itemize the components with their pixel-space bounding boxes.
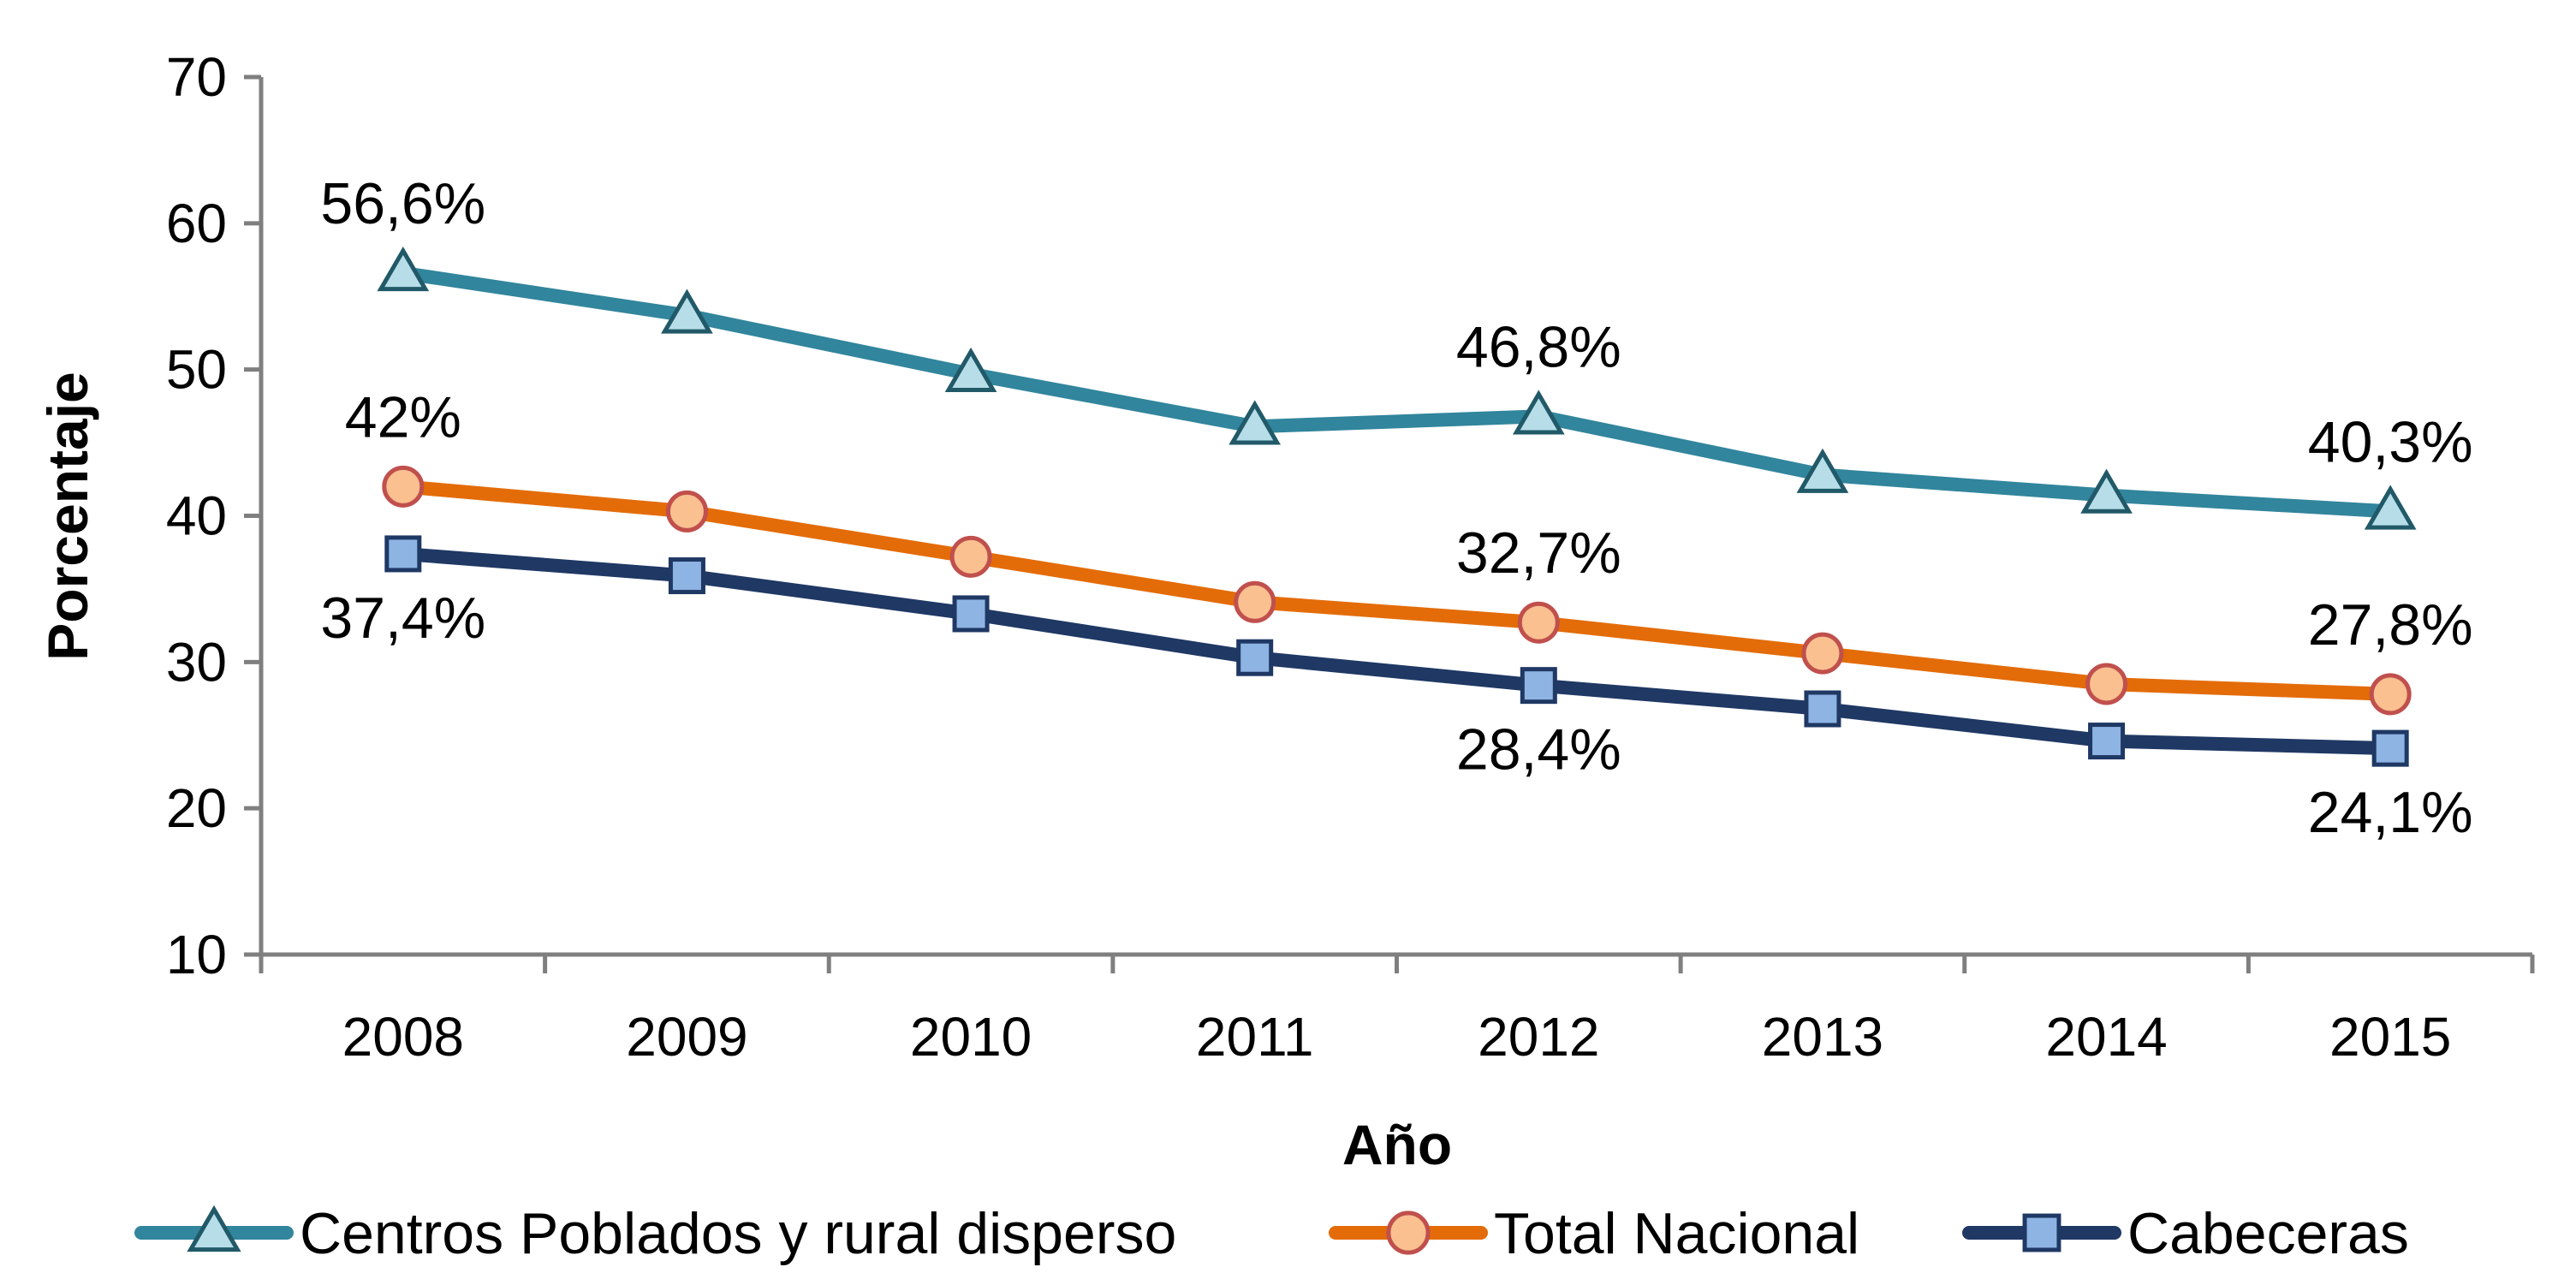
legend-label: Centros Poblados y rural disperso	[300, 1201, 1176, 1266]
y-axis-title: Porcentaje	[36, 372, 99, 660]
series-circle	[382, 465, 2412, 716]
x-tick-label: 2014	[2045, 1006, 2167, 1068]
x-tick-label: 2008	[342, 1006, 464, 1068]
data-labels: 56,6% 46,8% 40,3% 42% 32,7% 27,8% 37,4% 28,4% 24…	[320, 171, 2472, 845]
legend-marker-circle-icon	[1386, 1211, 1431, 1255]
series-layer	[377, 246, 2417, 767]
data-label: 56,6%	[320, 171, 485, 236]
y-tick-label: 30	[166, 631, 227, 693]
legend-item: Cabeceras	[1962, 1201, 2409, 1266]
x-tick-label: 2012	[1478, 1006, 1599, 1068]
x-tick-label: 2015	[2329, 1006, 2451, 1068]
x-ticks: 2008 2009 2010 2011 2012 2013 2014 2015	[259, 955, 2535, 1068]
legend-label: Total Nacional	[1494, 1201, 1859, 1266]
data-point-circle	[2085, 663, 2128, 705]
data-point-circle	[2369, 673, 2412, 716]
data-point-square	[668, 557, 705, 595]
series-line	[396, 479, 2398, 701]
data-point-circle	[1801, 632, 1844, 675]
data-label: 46,8%	[1456, 314, 1621, 379]
x-tick-label: 2010	[910, 1006, 1032, 1068]
data-point-square	[952, 595, 990, 633]
y-ticks: 10 20 30 40 50 60 70	[166, 46, 261, 985]
data-point-square	[1236, 639, 1274, 676]
y-tick-label: 10	[166, 924, 227, 985]
series-line	[396, 546, 2398, 756]
data-point-triangle	[377, 246, 430, 292]
series-triangle	[377, 246, 2417, 530]
legend-item: Centros Poblados y rural disperso	[134, 1201, 1176, 1266]
data-point-square	[1804, 690, 1841, 728]
legend-marker-square-icon	[2022, 1213, 2061, 1252]
series-square	[384, 535, 2409, 767]
y-tick-label: 60	[166, 193, 227, 254]
legend-item: Total Nacional	[1329, 1201, 1859, 1266]
data-point-triangle	[661, 289, 713, 334]
x-tick-label: 2013	[1762, 1006, 1883, 1068]
data-point-triangle	[944, 347, 997, 393]
x-axis-title: Año	[1342, 1113, 1452, 1176]
data-point-square	[2088, 723, 2126, 760]
data-label: 40,3%	[2308, 409, 2473, 474]
data-label: 28,4%	[1456, 717, 1621, 782]
legend: Centros Poblados y rural disperso Total N…	[134, 1201, 2409, 1266]
data-point-triangle	[1512, 390, 1565, 435]
data-point-circle	[1517, 601, 1560, 644]
data-point-square	[2371, 729, 2409, 767]
x-tick-label: 2009	[626, 1006, 747, 1068]
legend-label: Cabeceras	[2127, 1201, 2409, 1266]
data-point-triangle	[2080, 468, 2133, 514]
data-point-square	[384, 535, 422, 573]
data-point-circle	[949, 535, 992, 578]
y-tick-label: 40	[166, 485, 227, 547]
data-point-triangle	[2364, 485, 2417, 530]
data-label: 37,4%	[320, 586, 485, 651]
data-point-triangle	[1229, 400, 1282, 445]
data-label: 27,8%	[2308, 592, 2473, 657]
data-label: 42%	[345, 384, 461, 449]
data-point-circle	[1234, 580, 1276, 623]
series-line	[396, 265, 2398, 519]
x-tick-label: 2011	[1196, 1006, 1314, 1068]
data-point-circle	[382, 465, 425, 508]
data-point-triangle	[1796, 448, 1849, 493]
legend-marker-triangle-icon	[187, 1205, 241, 1252]
data-point-circle	[665, 490, 708, 532]
data-label: 32,7%	[1456, 521, 1621, 586]
y-tick-label: 50	[166, 339, 227, 401]
data-label: 24,1%	[2308, 780, 2473, 845]
y-tick-label: 70	[166, 46, 227, 108]
data-point-square	[1520, 667, 1557, 705]
y-tick-label: 20	[166, 777, 227, 839]
